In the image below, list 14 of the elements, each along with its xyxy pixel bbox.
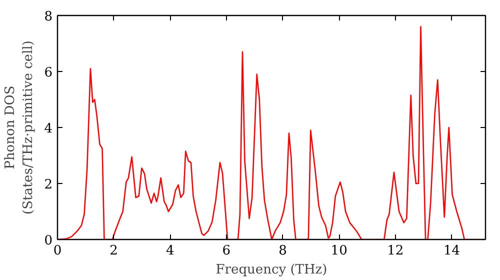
x-tick-label: 8 bbox=[278, 244, 287, 258]
y-tick-label: 0 bbox=[44, 234, 53, 248]
y-tick-label: 2 bbox=[44, 178, 53, 192]
y-tick-label: 8 bbox=[44, 10, 53, 24]
x-axis-title: Frequency (THz) bbox=[216, 262, 328, 278]
x-tick-label: 12 bbox=[387, 244, 404, 258]
x-tick-label: 2 bbox=[110, 244, 118, 258]
x-tick-label: 6 bbox=[222, 244, 231, 258]
y-axis-title: Phonon DOS (States/THz·primitive cell) bbox=[3, 40, 36, 214]
y-tick-label: 4 bbox=[44, 122, 53, 136]
x-tick-label: 14 bbox=[443, 244, 460, 258]
x-tick-label: 10 bbox=[330, 244, 348, 258]
x-tick-label: 4 bbox=[166, 244, 174, 258]
y-tick-label: 6 bbox=[44, 66, 53, 80]
